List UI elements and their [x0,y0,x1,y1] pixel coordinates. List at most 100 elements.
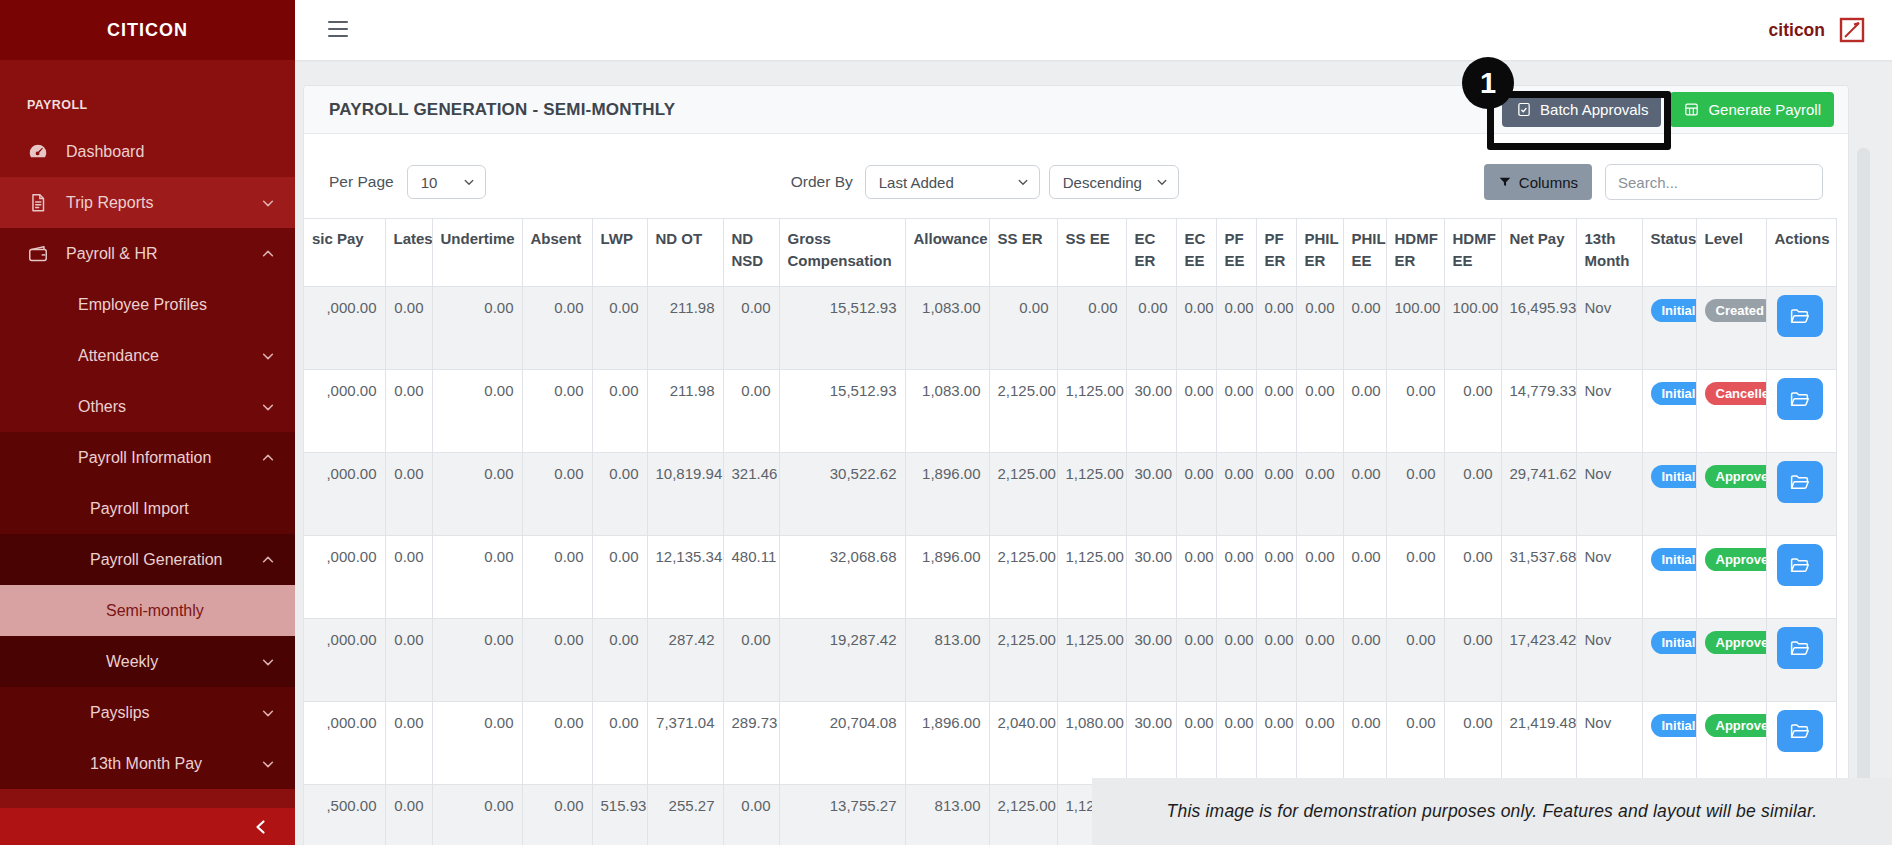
column-header: Absent [522,219,592,287]
cell: 0.00 [385,702,432,785]
cell: 14,779.33 [1501,370,1576,453]
sidebar-item-label: Dashboard [66,143,144,161]
cell: 289.73 [723,702,779,785]
column-header: PF EE [1216,219,1256,287]
open-payroll-button[interactable] [1777,295,1823,337]
table-row: ,000.000.000.000.000.00211.980.0015,512.… [304,287,1836,370]
open-payroll-button[interactable] [1777,627,1823,669]
cell: 2,125.00 [989,536,1057,619]
brand-logo-icon[interactable] [1838,16,1866,44]
sidebar-item-payroll-hr[interactable]: Payroll & HR [0,228,295,279]
document-icon [27,192,49,214]
cell: 0.00 [1216,619,1256,702]
cell: 0.00 [723,370,779,453]
cell: 813.00 [905,619,989,702]
chevron-left-icon [253,819,269,835]
cell: 0.00 [1343,287,1386,370]
order-by-label: Order By [791,173,853,191]
column-header: Status [1642,219,1696,287]
generate-payroll-button[interactable]: Generate Payroll [1670,92,1834,127]
sidebar-item-13th-month-pay[interactable]: 13th Month Pay [0,738,295,789]
sort-direction-value: Descending [1063,174,1142,191]
open-payroll-button[interactable] [1777,461,1823,503]
funnel-icon [1498,175,1512,189]
cell: 32,068.68 [779,536,905,619]
column-header: SS ER [989,219,1057,287]
cell: Nov [1576,370,1642,453]
cell: 0.00 [1256,702,1296,785]
cell: 1,125.00 [1057,370,1126,453]
hamburger-menu-icon[interactable] [328,21,348,37]
sidebar-collapse-button[interactable] [0,808,295,845]
cell: 7,371.04 [647,702,723,785]
table-controls: Per Page 10 Order By Last Added Descendi… [304,134,1848,218]
sidebar-item-label: Payroll Information [78,449,211,467]
header-buttons: Batch Approvals Generate Payroll [1502,92,1834,127]
cell: 480.11 [723,536,779,619]
sidebar-item-payroll-generation[interactable]: Payroll Generation [0,534,295,585]
cell: 0.00 [723,785,779,845]
chevron-down-icon [261,400,275,414]
column-header: Undertime [432,219,522,287]
cell: 30.00 [1126,453,1176,536]
sort-direction-select[interactable]: Descending [1049,165,1179,199]
cell: 0.00 [1256,536,1296,619]
cell: 0.00 [385,619,432,702]
status-cell: Initial [1642,370,1696,453]
cell: 13,755.27 [779,785,905,845]
columns-button[interactable]: Columns [1484,164,1592,200]
sidebar-item-trip-reports[interactable]: Trip Reports [0,177,295,228]
table-row: ,000.000.000.000.000.00287.420.0019,287.… [304,619,1836,702]
chevron-up-icon [261,553,275,567]
sidebar-item-dashboard[interactable]: Dashboard [0,126,295,177]
cell: 30,522.62 [779,453,905,536]
cell: 0.00 [1444,536,1501,619]
open-payroll-button[interactable] [1777,710,1823,752]
cell: 0.00 [592,702,647,785]
cell: 0.00 [432,702,522,785]
cell: Nov [1576,702,1642,785]
column-header: PHIL ER [1296,219,1343,287]
sidebar-item-employee-profiles[interactable]: Employee Profiles [0,279,295,330]
cell: 0.00 [432,785,522,845]
cell: 29,741.62 [1501,453,1576,536]
search-input[interactable] [1605,164,1823,200]
level-badge: Cancelled [1705,382,1767,405]
sidebar-item-payroll-import[interactable]: Payroll Import [0,483,295,534]
cell: ,000.00 [304,702,385,785]
cell: 17,423.42 [1501,619,1576,702]
order-by-select[interactable]: Last Added [865,165,1040,199]
chevron-down-icon [261,706,275,720]
sidebar-item-weekly[interactable]: Weekly [0,636,295,687]
open-payroll-button[interactable] [1777,544,1823,586]
level-cell: Approved [1696,619,1766,702]
topbar-brand: citicon [1769,0,1866,60]
content-area: PAYROLL GENERATION - SEMI-MONTHLY Batch … [295,60,1892,845]
cell: 100.00 [1386,287,1444,370]
sidebar-item-semi-monthly[interactable]: Semi-monthly [0,585,295,636]
sidebar-item-payroll-information[interactable]: Payroll Information [0,432,295,483]
cell: 0.00 [1343,702,1386,785]
sidebar-nav: Dashboard Trip ReportsPayroll & HREmploye… [0,126,295,789]
cell: 2,125.00 [989,619,1057,702]
batch-approvals-button[interactable]: Batch Approvals [1502,92,1661,127]
cell: 1,080.00 [1057,702,1126,785]
column-header: PF ER [1256,219,1296,287]
cell: 0.00 [1176,536,1216,619]
vertical-scrollbar[interactable] [1857,148,1870,845]
actions-cell [1766,287,1836,370]
sidebar-item-others[interactable]: Others [0,381,295,432]
cell: 0.00 [1444,453,1501,536]
open-payroll-button[interactable] [1777,378,1823,420]
folder-open-icon [1789,472,1810,493]
sidebar-item-payslips[interactable]: Payslips [0,687,295,738]
chevron-down-icon [261,349,275,363]
sidebar-item-attendance[interactable]: Attendance [0,330,295,381]
column-header: Actions [1766,219,1836,287]
per-page-select[interactable]: 10 [407,165,486,199]
level-cell: Cancelled [1696,370,1766,453]
order-by-group: Order By Last Added Descending [791,165,1179,199]
folder-open-icon [1789,555,1810,576]
chevron-up-icon [261,247,275,261]
cell: 0.00 [385,785,432,845]
